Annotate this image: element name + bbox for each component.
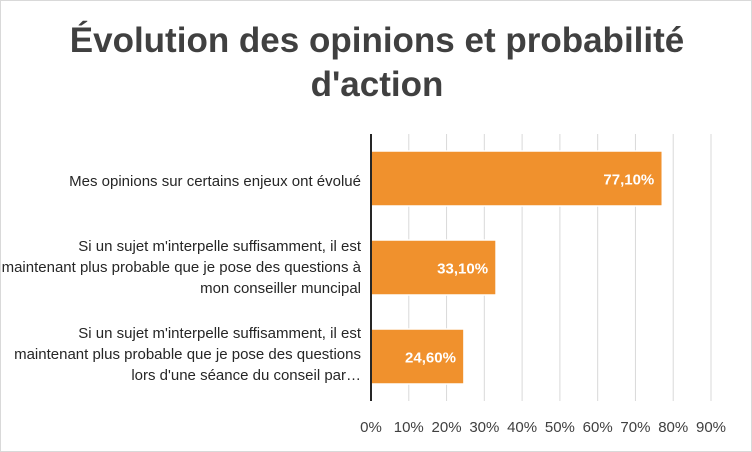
x-tick-label: 80% [658, 419, 689, 436]
x-tick-label: 90% [695, 419, 727, 436]
data-label: 77,10% [603, 172, 654, 189]
x-tick-label: 20% [431, 419, 462, 436]
category-label: Si un sujet m'interpelle suffisamment, i… [1, 238, 361, 297]
category-label: Si un sujet m'interpelle suffisamment, i… [14, 325, 361, 384]
x-tick-label: 0% [360, 419, 382, 436]
x-tick-label: 10% [393, 419, 424, 436]
x-tick-label: 50% [544, 419, 575, 436]
chart-title: Évolution des opinions et probabilité d'… [69, 21, 685, 104]
x-tick-label: 70% [620, 419, 651, 436]
data-label: 24,60% [405, 350, 456, 367]
x-tick-label: 40% [507, 419, 538, 436]
data-label: 33,10% [437, 261, 488, 278]
x-tick-label: 60% [582, 419, 613, 436]
x-tick-label: 30% [469, 419, 500, 436]
bar [370, 239, 497, 296]
category-label: Mes opinions sur certains enjeux ont évo… [69, 173, 361, 190]
